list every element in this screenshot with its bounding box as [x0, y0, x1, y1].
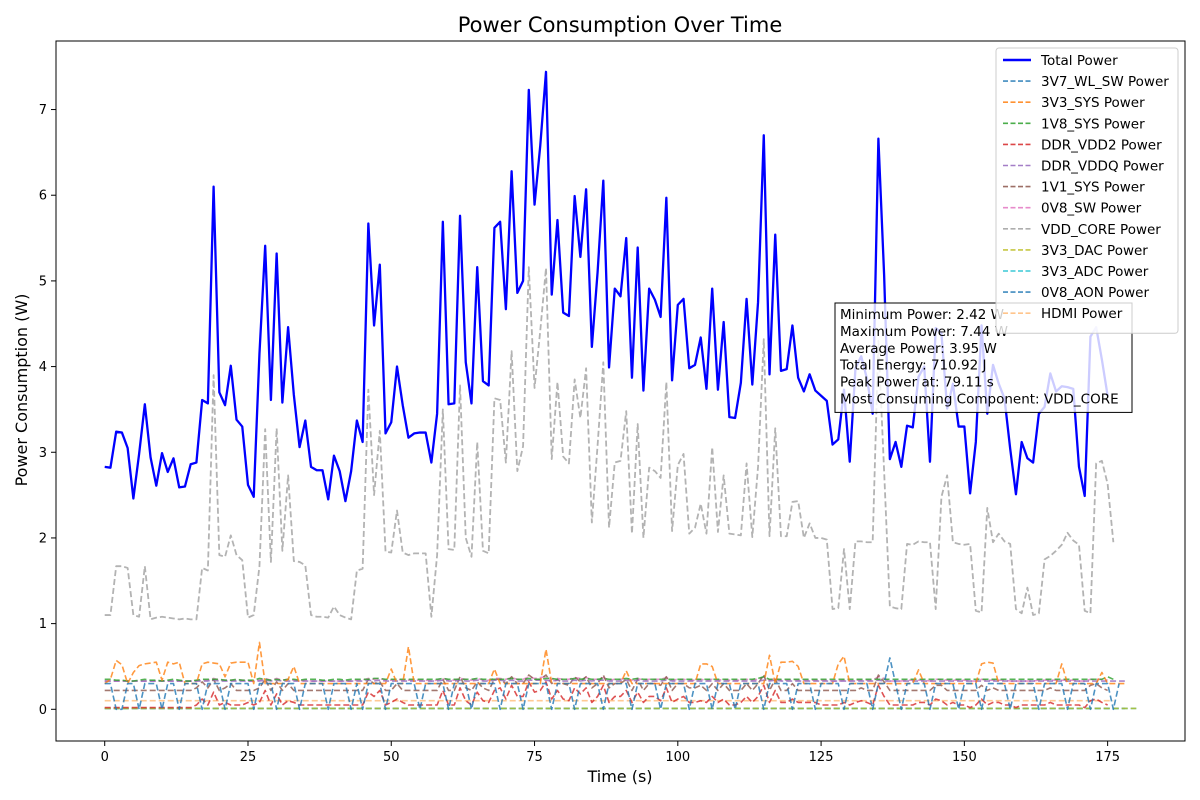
- legend-label: HDMI Power: [1041, 306, 1123, 322]
- legend-label: 3V7_WL_SW Power: [1041, 74, 1169, 90]
- legend-frame: [995, 47, 1179, 334]
- x-axis-label: Time (s): [586, 767, 652, 786]
- y-axis-label: Power Consumption (W): [12, 294, 31, 487]
- series-line-vdd-core-power: [104, 266, 1115, 621]
- stats-line: Maximum Power: 7.44 W: [840, 324, 1008, 340]
- chart-title: Power Consumption Over Time: [458, 13, 783, 37]
- legend-label: VDD_CORE Power: [1041, 222, 1161, 238]
- stats-line: Most Consuming Component: VDD_CORE: [840, 392, 1119, 408]
- legend-label: DDR_VDD2 Power: [1041, 137, 1162, 153]
- x-tick-label: 125: [809, 750, 834, 765]
- x-tick-label: 25: [240, 750, 257, 765]
- y-tick-label: 4: [39, 360, 47, 375]
- y-tick-label: 2: [39, 531, 47, 546]
- legend-label: 3V3_ADC Power: [1041, 264, 1149, 280]
- y-tick-label: 3: [39, 446, 47, 461]
- stats-line: Average Power: 3.95 W: [840, 341, 997, 357]
- legend-label: 0V8_SW Power: [1041, 201, 1142, 217]
- legend-label: 3V3_SYS Power: [1041, 95, 1145, 111]
- legend-label: 1V8_SYS Power: [1041, 116, 1145, 132]
- y-tick-label: 6: [39, 189, 47, 204]
- axes-frame: [55, 40, 1186, 742]
- legend: Total Power 3V7_WL_SW Power 3V3_SYS Power 1…: [995, 47, 1179, 334]
- x-tick-label: 75: [526, 750, 543, 765]
- x-tick-label: 100: [665, 750, 690, 765]
- x-tick-label: 175: [1095, 750, 1120, 765]
- series-line-1v8-sys-power: [104, 675, 1114, 682]
- legend-label: DDR_VDDQ Power: [1041, 159, 1164, 175]
- stats-line: Minimum Power: 2.42 W: [840, 307, 1004, 323]
- stats-line: Total Energy: 710.92 J: [839, 358, 986, 374]
- x-axis: 0 25 50 75 100 125 150 175: [101, 741, 1120, 765]
- stats-line: Peak Power at: 79.11 s: [840, 375, 994, 391]
- y-tick-label: 0: [39, 703, 47, 718]
- legend-label: 0V8_AON Power: [1041, 285, 1149, 301]
- x-tick-label: 50: [383, 750, 400, 765]
- legend-label: 1V1_SYS Power: [1041, 180, 1145, 196]
- y-axis: 0 1 2 3 4 5 6 7: [39, 103, 56, 718]
- legend-label: 3V3_DAC Power: [1041, 243, 1148, 259]
- x-tick-label: 0: [101, 750, 109, 765]
- plot-area: [104, 70, 1137, 711]
- y-tick-label: 7: [39, 103, 47, 118]
- series-line-3v7-wl-sw-power: [104, 657, 1120, 711]
- y-tick-label: 5: [39, 274, 47, 289]
- series-line-3v3-sys-power: [104, 641, 1125, 685]
- y-tick-label: 1: [39, 617, 47, 632]
- x-tick-label: 150: [952, 750, 977, 765]
- legend-label: Total Power: [1040, 53, 1118, 69]
